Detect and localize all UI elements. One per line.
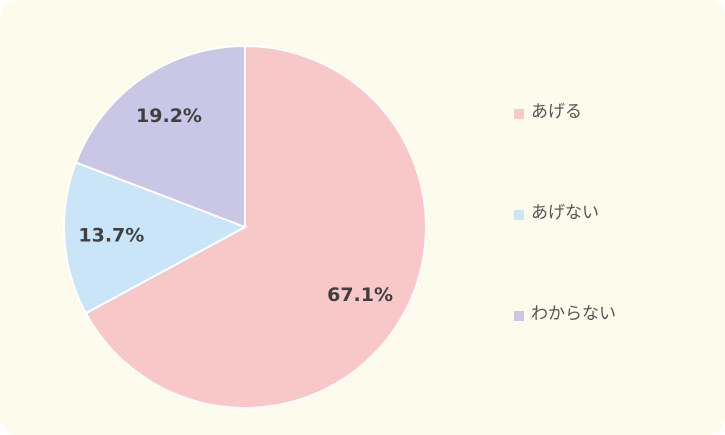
pie-slice [74,44,246,229]
pie-slice [63,161,248,315]
pie-slice [84,44,427,409]
data-label: 13.7% [78,224,144,246]
legend-swatch [514,311,524,321]
legend-swatch [514,210,524,220]
legend-label: わからない [531,304,616,324]
legend-label: あげない [531,203,599,223]
legend-swatch [514,109,524,119]
data-label: 19.2% [136,105,202,127]
legend-label: あげる [531,102,582,122]
data-label: 67.1% [327,284,393,306]
